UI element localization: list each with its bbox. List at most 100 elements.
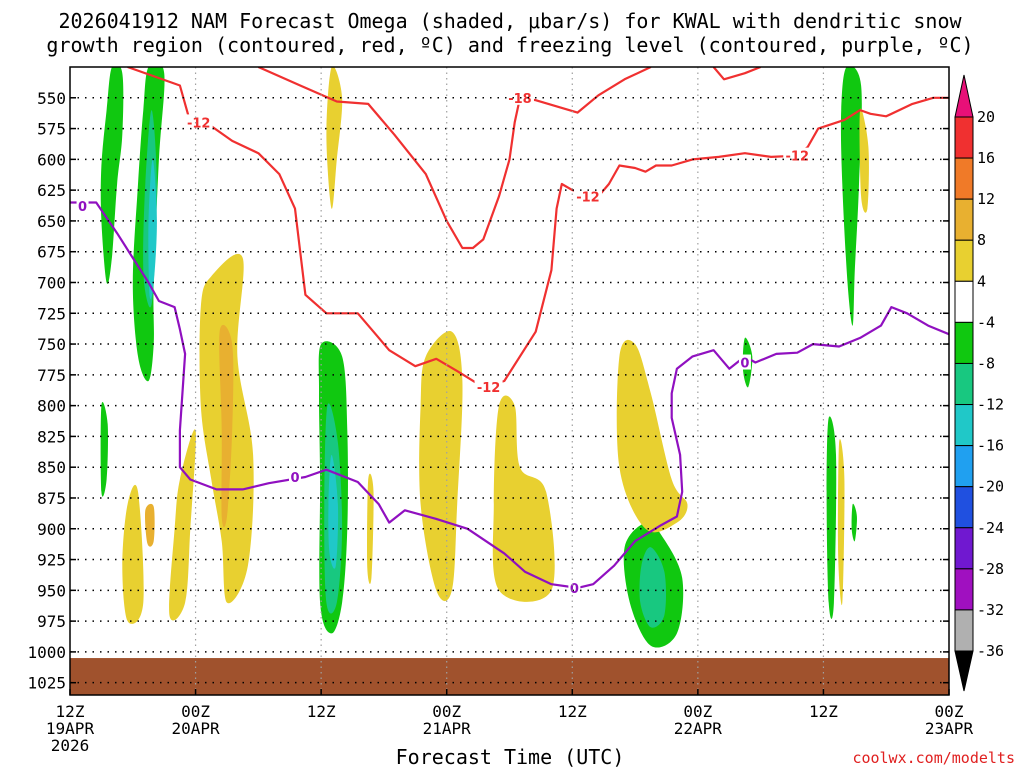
colorbar-bottom-arrow	[954, 650, 974, 692]
y-tick-label-725: 725	[37, 304, 66, 323]
contour-label-bg-3	[738, 354, 751, 370]
y-tick-label-975: 975	[37, 612, 66, 631]
colorbar-tick-label-1: 16	[977, 149, 995, 167]
colorbar-tick-label-6: -8	[977, 354, 995, 372]
x-tick-label-7-1: 23APR	[925, 719, 974, 738]
contour-label-7: -12	[786, 150, 810, 165]
omega-region-20	[100, 401, 109, 497]
y-tick-label-800: 800	[37, 397, 66, 416]
omega-region-0	[100, 67, 124, 284]
y-tick-label-875: 875	[37, 489, 66, 508]
colorbar-tick-label-13: -36	[977, 642, 1004, 660]
contour-label-bg-8	[505, 89, 534, 105]
x-tick-label-3-1: 21APR	[423, 719, 472, 738]
omega-region-15	[492, 395, 555, 602]
colorbar-segment-2	[954, 198, 974, 241]
contour-label-bg-5	[474, 379, 503, 395]
credit-text: coolwx.com/modelts	[852, 749, 1015, 767]
y-tick-label-675: 675	[37, 243, 66, 262]
x-tick-label-6-0: 12Z	[809, 702, 838, 721]
contour-label-0: 0	[78, 200, 87, 215]
x-tick-label-3-0: 00Z	[432, 702, 461, 721]
contour-label-bg-2	[568, 579, 581, 595]
plot-frame	[69, 66, 950, 696]
contour-label-1: 0	[290, 471, 299, 486]
omega-region-8	[148, 159, 157, 300]
contour-label-4: -12	[187, 116, 211, 131]
contour-label-bg-4	[184, 114, 213, 130]
y-tick-label-925: 925	[37, 551, 66, 570]
x-tick-label-0-0: 12Z	[56, 702, 85, 721]
y-tick-label-825: 825	[37, 427, 66, 446]
colorbar-segment-9	[954, 486, 974, 529]
colorbar-tick-label-8: -16	[977, 437, 1004, 455]
colorbar-segment-4	[954, 280, 974, 323]
colorbar: 20 16 12 8 4 -4 -8 -12 -16 -20 -24 -28 -32 -36	[954, 74, 1004, 692]
contour-label-6: -12	[576, 190, 600, 205]
y-tick-label-575: 575	[37, 120, 66, 139]
y-tick-label-1000: 1000	[27, 643, 66, 662]
colorbar-top-arrow	[954, 74, 974, 118]
contour-label-8: -18	[508, 92, 532, 107]
y-tick-label-650: 650	[37, 212, 66, 231]
contour-dendritic-12	[127, 67, 949, 389]
colorbar-tick-label-11: -28	[977, 560, 1004, 578]
colorbar-tick-label-0: 20	[977, 108, 995, 126]
colorbar-segment-6	[954, 362, 974, 406]
x-tick-label-4-0: 12Z	[558, 702, 587, 721]
x-tick-label-1-1: 20APR	[171, 719, 220, 738]
colorbar-tick-label-12: -32	[977, 601, 1004, 619]
y-tick-label-850: 850	[37, 458, 66, 477]
grid-lines	[70, 67, 949, 695]
omega-region-4	[840, 67, 862, 326]
colorbar-tick-label-5: -4	[977, 313, 995, 331]
omega-region-24	[837, 439, 845, 606]
y-tick-label-550: 550	[37, 89, 66, 108]
axes: 550 575 600 625 650 675 700 725 750 775 800 825 850 8…	[27, 89, 973, 755]
contour-dendritic-18	[257, 67, 652, 250]
chart-title-line1: 2026041912 NAM Forecast Omega (shaded, μ…	[58, 9, 962, 33]
y-tick-label-700: 700	[37, 273, 66, 292]
colorbar-segment-11	[954, 568, 974, 611]
colorbar-tick-label-10: -24	[977, 519, 1004, 537]
omega-region-18	[219, 324, 234, 528]
x-tick-label-7-0: 00Z	[935, 702, 964, 721]
x-tick-label-5-1: 22APR	[674, 719, 723, 738]
y-tick-label-600: 600	[37, 150, 66, 169]
y-tick-label-1025: 1025	[27, 674, 66, 693]
colorbar-tick-label-3: 8	[977, 231, 986, 249]
omega-region-11	[169, 429, 196, 621]
contour-label-5: -12	[477, 381, 501, 396]
y-tick-label-950: 950	[37, 581, 66, 600]
colorbar-tick-label-9: -20	[977, 478, 1004, 496]
x-axis-label: Forecast Time (UTC)	[396, 745, 625, 768]
omega-region-19	[144, 503, 155, 547]
omega-region-7	[639, 547, 667, 628]
colorbar-segment-12	[954, 609, 974, 652]
colorbar-segment-5	[954, 321, 974, 364]
omega-region-14	[419, 331, 463, 602]
colorbar-segment-8	[954, 445, 974, 488]
contour-label-bg-6	[573, 188, 602, 204]
contour-freezing-0	[70, 201, 949, 589]
x-tick-label-1-0: 00Z	[181, 702, 210, 721]
x-tick-label-2-0: 12Z	[307, 702, 336, 721]
chart-title-line2: growth region (contoured, red, ºC) and f…	[46, 33, 973, 57]
colorbar-segment-0	[954, 116, 974, 159]
colorbar-segment-7	[954, 404, 974, 447]
omega-region-13	[326, 67, 343, 209]
ground-band	[70, 658, 949, 695]
colorbar-tick-label-2: 12	[977, 190, 995, 208]
contour-label-2: 0	[570, 582, 579, 597]
contour-label-bg-1	[288, 469, 301, 485]
y-tick-label-900: 900	[37, 520, 66, 539]
y-tick-label-775: 775	[37, 366, 66, 385]
y-tick-label-625: 625	[37, 181, 66, 200]
omega-region-22	[826, 416, 837, 619]
contour-label-bg-0	[76, 198, 89, 214]
x-tick-label-0-2: 2026	[51, 736, 90, 755]
contour-dendritic-18b	[712, 67, 762, 81]
colorbar-segment-1	[954, 157, 974, 200]
omega-region-9	[328, 454, 339, 569]
plot-area: 0 0 0 0 -12 -12 -12 -12 -18	[70, 67, 949, 695]
